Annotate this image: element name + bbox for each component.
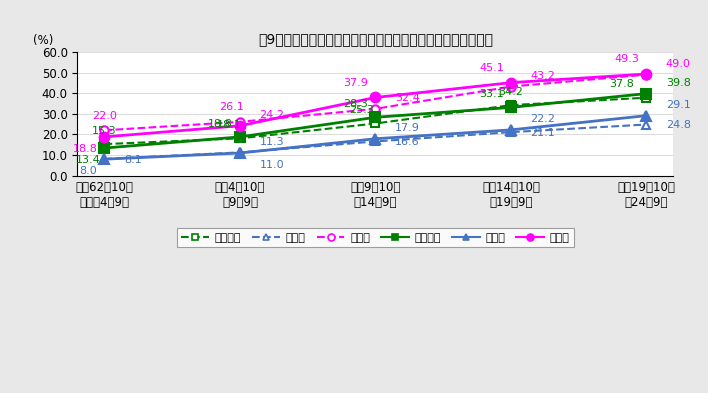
Text: 18.8: 18.8: [73, 143, 98, 154]
Text: 18.1: 18.1: [217, 120, 241, 130]
Text: 33.1: 33.1: [479, 89, 504, 99]
Line: 全国男: 全国男: [100, 111, 651, 164]
全国総数: [101, 146, 109, 151]
愛媛男: [371, 139, 379, 144]
Text: 8.0: 8.0: [79, 166, 97, 176]
Line: 愛媛男: 愛媛男: [101, 120, 651, 163]
愛媛総数: [642, 95, 651, 100]
愛媛総数: [236, 136, 244, 141]
全国総数: [371, 115, 379, 119]
全国総数: [642, 91, 651, 96]
Text: 49.3: 49.3: [615, 54, 639, 64]
全国女: [236, 123, 244, 128]
全国男: [507, 127, 515, 132]
Text: 34.2: 34.2: [498, 87, 523, 97]
Text: 39.8: 39.8: [666, 78, 691, 88]
Text: 22.2: 22.2: [530, 114, 555, 124]
全国男: [236, 151, 244, 155]
Text: 21.1: 21.1: [530, 128, 555, 138]
全国男: [371, 136, 379, 141]
愛媛男: [507, 130, 515, 134]
全国男: [642, 113, 651, 118]
愛媛総数: [101, 142, 109, 147]
愛媛男: [642, 122, 651, 127]
Text: 15.3: 15.3: [92, 126, 117, 136]
Text: 45.1: 45.1: [479, 63, 504, 73]
全国女: [371, 95, 379, 100]
Title: 図9　初職就業時期別「非正規就業者として初職に就いた者」: 図9 初職就業時期別「非正規就業者として初職に就いた者」: [258, 33, 493, 46]
愛媛総数: [507, 103, 515, 107]
愛媛女: [101, 128, 109, 133]
全国男: [101, 157, 109, 162]
Text: 49.0: 49.0: [666, 59, 691, 69]
Text: 37.9: 37.9: [343, 78, 368, 88]
Text: 11.0: 11.0: [259, 160, 284, 170]
Text: 11.3: 11.3: [259, 137, 284, 147]
Text: 26.1: 26.1: [219, 102, 244, 112]
Text: 17.9: 17.9: [395, 123, 420, 133]
愛媛総数: [371, 121, 379, 126]
全国女: [507, 80, 515, 85]
Line: 愛媛総数: 愛媛総数: [101, 94, 651, 148]
Text: 28.3: 28.3: [343, 99, 368, 109]
Text: 25.3: 25.3: [349, 105, 374, 115]
Text: 8.1: 8.1: [124, 154, 142, 165]
Text: 43.2: 43.2: [530, 71, 555, 81]
愛媛女: [236, 119, 244, 124]
Text: 13.4: 13.4: [76, 155, 101, 165]
Text: 32.4: 32.4: [395, 93, 420, 103]
Text: 29.1: 29.1: [666, 100, 691, 110]
Text: 37.8: 37.8: [609, 79, 634, 89]
愛媛女: [371, 107, 379, 111]
愛媛女: [642, 72, 651, 77]
Text: 24.8: 24.8: [666, 120, 691, 130]
Line: 全国女: 全国女: [100, 69, 651, 142]
Text: 18.8: 18.8: [208, 119, 233, 129]
愛媛男: [236, 150, 244, 155]
全国総数: [507, 105, 515, 110]
全国女: [101, 134, 109, 139]
Legend: 愛媛総数, 愛媛男, 愛媛女, 全国総数, 全国男, 全国女: 愛媛総数, 愛媛男, 愛媛女, 全国総数, 全国男, 全国女: [177, 228, 574, 247]
Text: 24.2: 24.2: [259, 110, 285, 120]
Text: 16.6: 16.6: [395, 137, 420, 147]
Text: (%): (%): [33, 34, 53, 47]
愛媛女: [507, 84, 515, 89]
愛媛男: [101, 157, 109, 162]
全国女: [642, 72, 651, 76]
全国総数: [236, 134, 244, 139]
Line: 全国総数: 全国総数: [100, 89, 651, 153]
Line: 愛媛女: 愛媛女: [101, 70, 651, 134]
Text: 22.0: 22.0: [92, 110, 117, 121]
